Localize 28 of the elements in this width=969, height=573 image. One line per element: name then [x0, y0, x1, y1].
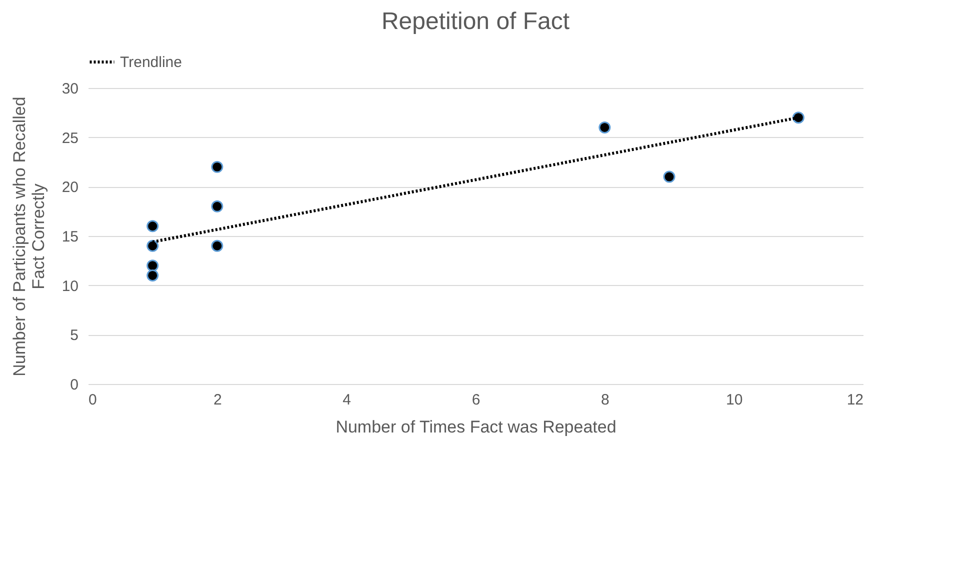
y-tick-label: 0	[70, 376, 78, 394]
y-tick-label: 30	[62, 80, 78, 98]
x-tick-label: 0	[88, 392, 97, 408]
point	[146, 269, 159, 282]
x-tick-label: 2	[213, 392, 222, 408]
point	[146, 220, 159, 232]
point	[211, 160, 224, 173]
y-tick-label: 20	[62, 179, 78, 196]
y-tick-label: 15	[62, 228, 78, 246]
legend-label: Trendline	[120, 54, 182, 71]
y-tick-label: 5	[70, 327, 78, 344]
point	[211, 240, 224, 252]
x-tick-label: 10	[726, 392, 743, 408]
y-tick-label: 10	[62, 278, 78, 295]
x-tick-label: 6	[472, 392, 480, 408]
y-axis-title: Number of Participants who Recalled Fact Correctly	[10, 96, 48, 376]
chart-title: Repetition of Fact	[381, 8, 570, 35]
x-tick-label: 12	[846, 392, 864, 408]
y-tick-label: 25	[62, 130, 78, 147]
x-tick-label: 8	[600, 392, 610, 408]
point	[146, 260, 159, 272]
point	[663, 170, 676, 183]
point	[792, 112, 804, 124]
x-axis-title: Number of Times Fact was Repeated	[336, 418, 616, 436]
point	[146, 240, 159, 252]
x-tick-label: 4	[342, 392, 352, 408]
point	[598, 121, 611, 134]
point	[211, 200, 224, 212]
